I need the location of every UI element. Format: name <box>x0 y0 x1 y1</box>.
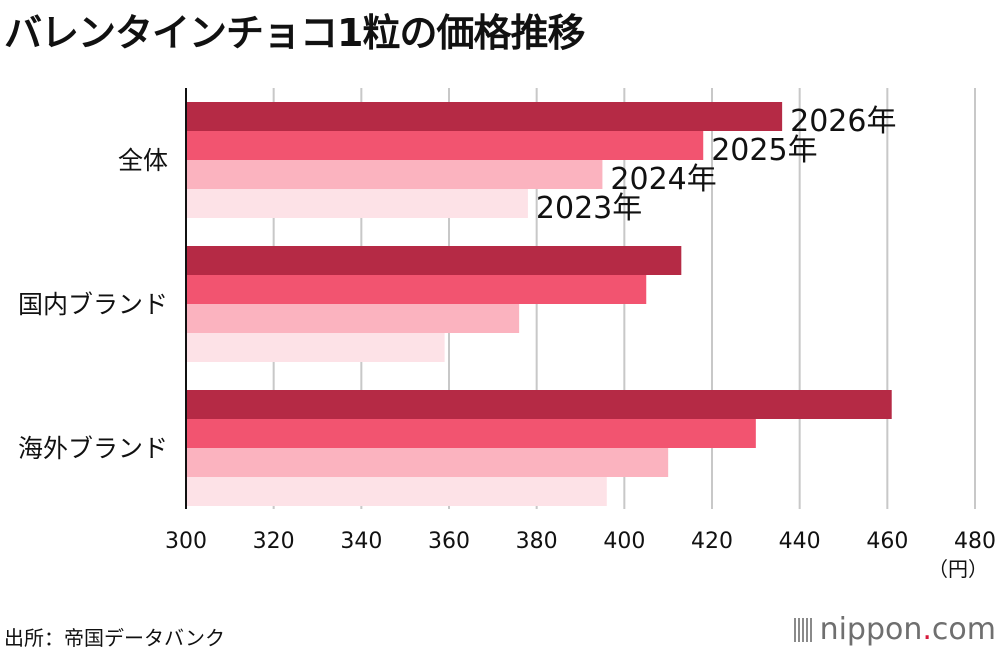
bar <box>186 304 520 333</box>
series-label: 2025年 <box>711 133 817 168</box>
category-label: 海外ブランド <box>18 434 168 463</box>
source-note: 出所：帝国データバンク <box>4 626 225 650</box>
bar <box>186 131 704 160</box>
x-tick-label: 480 <box>954 529 996 554</box>
x-tick-label: 440 <box>779 529 821 554</box>
bar <box>186 477 607 506</box>
bar <box>186 333 445 362</box>
category-label: 全体 <box>118 146 168 175</box>
category-label: 国内ブランド <box>18 290 168 319</box>
series-label: 2026年 <box>790 104 896 139</box>
bar <box>186 448 669 477</box>
bar <box>186 160 603 189</box>
bar <box>186 102 783 131</box>
series-label: 2024年 <box>610 162 716 197</box>
x-tick-label: 400 <box>603 529 645 554</box>
x-tick-labels: 300 320 340 360 380 400 420 440 460 480 <box>165 529 996 554</box>
bar <box>186 390 892 419</box>
bar <box>186 246 682 275</box>
nippon-bars-icon <box>793 617 814 642</box>
x-tick-label: 320 <box>253 529 295 554</box>
x-tick-label: 340 <box>340 529 382 554</box>
series-label: 2023年 <box>536 191 642 226</box>
logo-dot: . <box>922 612 932 647</box>
bar <box>186 275 647 304</box>
chart-title: バレンタインチョコ1粒の価格推移 <box>4 11 585 55</box>
x-tick-label: 360 <box>428 529 470 554</box>
x-axis-unit: （円） <box>928 557 988 581</box>
x-tick-label: 460 <box>866 529 908 554</box>
x-tick-label: 300 <box>165 529 207 554</box>
bar <box>186 419 756 448</box>
bar <box>186 189 528 218</box>
x-tick-label: 380 <box>516 529 558 554</box>
logo-prefix: nippon <box>819 612 923 647</box>
bars <box>186 102 892 506</box>
logo-suffix: com <box>931 612 996 647</box>
nippon-logo: nippon. com <box>793 612 996 647</box>
x-tick-label: 420 <box>691 529 733 554</box>
